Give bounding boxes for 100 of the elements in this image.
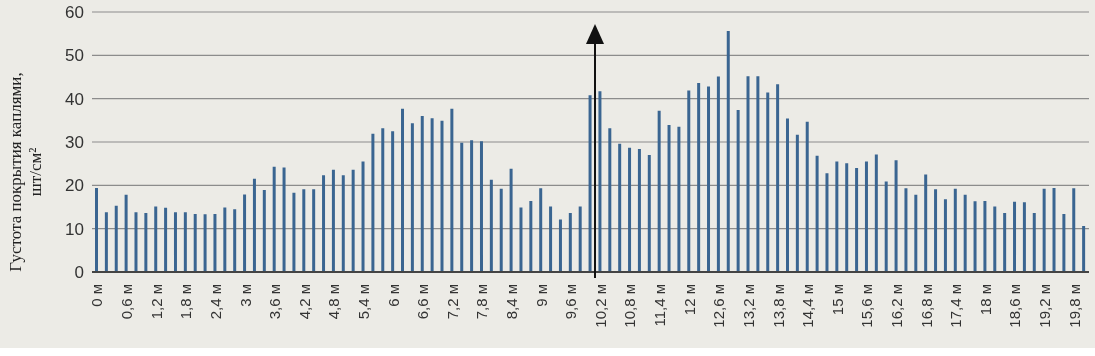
x-tick-label: 2,4 м [206, 284, 224, 320]
bar [963, 194, 967, 272]
x-tick-label: 12 м [680, 284, 698, 316]
bar [1013, 201, 1017, 272]
x-tick-label: 13,8 м [769, 284, 787, 328]
x-tick-label: 0 м [88, 284, 106, 307]
bar [973, 201, 977, 272]
bar [766, 92, 770, 272]
bar [410, 123, 414, 272]
bar [687, 90, 691, 272]
bar [331, 169, 335, 272]
x-tick-label: 9,6 м [562, 284, 580, 320]
bar [805, 121, 809, 272]
bar [1072, 188, 1076, 272]
bar [914, 194, 918, 272]
bar [292, 192, 296, 272]
bar [519, 207, 523, 272]
bar [302, 189, 306, 272]
bar [549, 206, 553, 272]
bar [420, 116, 424, 272]
bar [736, 109, 740, 272]
bar [312, 189, 316, 272]
x-tick-label: 12,6 м [710, 284, 728, 328]
y-tick-label: 50 [65, 46, 84, 66]
bar [1052, 187, 1056, 272]
x-tick-label: 4,2 м [295, 284, 313, 320]
bar [243, 194, 247, 272]
x-tick-label: 19,2 м [1036, 284, 1054, 328]
x-tick-label: 18,6 м [1006, 284, 1024, 328]
bar [529, 200, 533, 272]
bar [628, 147, 632, 272]
bar [470, 140, 474, 272]
bar [785, 118, 789, 272]
x-tick-label: 6,6 м [414, 284, 432, 320]
x-tick-label: 10,2 м [591, 284, 609, 328]
x-tick-label: 14,4 м [799, 284, 817, 328]
bar [539, 188, 543, 272]
x-tick-label: 15 м [828, 284, 846, 316]
bar [825, 173, 829, 272]
bar [618, 143, 622, 272]
x-tick-label: 19,8 м [1065, 284, 1083, 328]
bar [440, 120, 444, 272]
y-tick-label: 10 [65, 219, 84, 239]
bar [855, 168, 859, 272]
bar [272, 166, 276, 272]
y-tick-label: 60 [65, 3, 84, 23]
x-tick-label: 7,8 м [473, 284, 491, 320]
bar [953, 188, 957, 272]
bar [322, 175, 326, 272]
bar [983, 200, 987, 272]
x-tick-label: 15,6 м [858, 284, 876, 328]
x-tick-label: 6 м [384, 284, 402, 307]
bar [716, 76, 720, 272]
bar [558, 219, 562, 272]
bar [677, 126, 681, 272]
bar [943, 199, 947, 272]
bar [1062, 213, 1066, 272]
bar [223, 207, 227, 272]
bar [430, 118, 434, 272]
bar [134, 212, 138, 272]
bar [815, 155, 819, 272]
bar [884, 181, 888, 272]
bar [598, 91, 602, 272]
bar [874, 154, 878, 272]
bar [657, 110, 661, 272]
bar [707, 86, 711, 272]
bar [608, 128, 612, 272]
bar [894, 160, 898, 272]
bar [104, 212, 108, 272]
bar [124, 194, 128, 272]
x-tick-label: 10,8 м [621, 284, 639, 328]
bar [637, 148, 641, 272]
bar [489, 179, 493, 272]
bar [401, 108, 405, 272]
bar [95, 187, 98, 272]
bar [588, 95, 592, 272]
x-tick-label: 1,2 м [147, 284, 165, 320]
bar [252, 178, 256, 272]
bar [233, 209, 237, 272]
bar [114, 205, 118, 272]
bar [154, 206, 158, 272]
y-axis-title: Густота покрытия каплями, шт/см² [6, 72, 46, 272]
x-tick-label: 16,2 м [888, 284, 906, 328]
bar [144, 213, 148, 272]
x-tick-label: 11,4 м [651, 284, 669, 327]
bar [499, 188, 503, 272]
bar [391, 131, 395, 272]
x-tick-label: 0,6 м [118, 284, 136, 320]
bar [193, 213, 197, 272]
bar [341, 175, 345, 272]
y-tick-label: 20 [65, 176, 84, 196]
bar [351, 169, 355, 272]
bar [864, 161, 868, 272]
bar [213, 213, 217, 272]
x-tick-label: 13,2 м [739, 284, 757, 328]
bar [924, 174, 928, 272]
bar [746, 76, 750, 272]
x-tick-label: 3,6 м [266, 284, 284, 320]
bar [509, 168, 513, 272]
bar [904, 188, 908, 272]
